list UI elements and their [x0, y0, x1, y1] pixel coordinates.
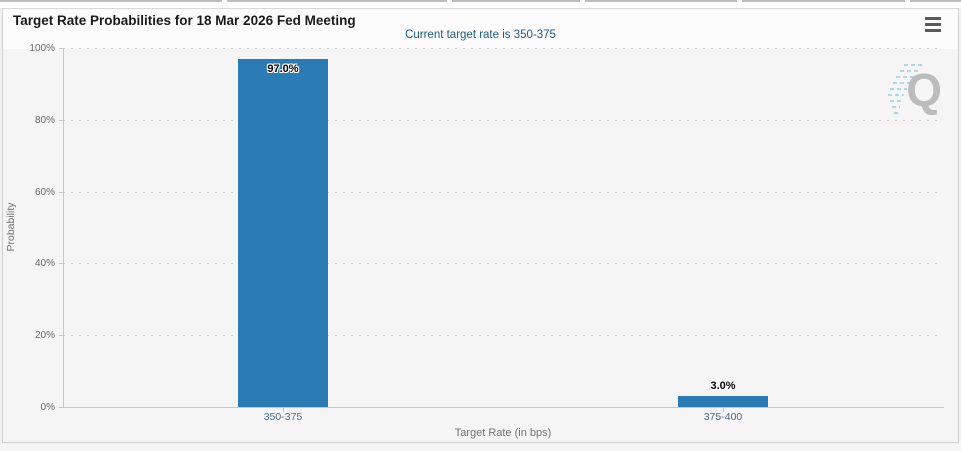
- y-axis-tick-label: 60%: [34, 186, 55, 198]
- plot-area: Probability Target Rate (in bps) 0% 20% 40…: [3, 9, 958, 442]
- x-axis-tick: [283, 408, 284, 412]
- y-axis-tick: [59, 335, 63, 337]
- y-axis-tick: [59, 263, 63, 265]
- y-axis-tick-label: 40%: [34, 258, 55, 270]
- fedwatch-chart-widget: Target Rate Probabilities for 18 Mar 202…: [2, 8, 959, 443]
- chart-subtitle: Current target rate is 350-375: [405, 29, 556, 41]
- y-axis-tick-label: 20%: [34, 330, 55, 342]
- y-axis-tick: [59, 407, 63, 408]
- y-axis-line: [63, 48, 64, 407]
- bar-value-label: 3.0%: [710, 380, 736, 393]
- bar-375-400[interactable]: [678, 396, 768, 407]
- logo-letter: Q: [906, 64, 942, 116]
- bar-350-375[interactable]: [238, 58, 328, 407]
- chart-title: Target Rate Probabilities for 18 Mar 202…: [13, 13, 356, 28]
- y-axis-tick: [59, 48, 63, 49]
- y-axis-tick: [59, 191, 63, 193]
- x-axis-category-label: 375-400: [703, 411, 743, 423]
- x-axis-title: Target Rate (in bps): [454, 427, 552, 439]
- y-axis-tick: [59, 119, 63, 121]
- x-axis-tick: [723, 408, 724, 412]
- chart-header: [3, 9, 958, 49]
- y-axis-title: Probability: [5, 202, 17, 252]
- y-axis-tick-label: 100%: [29, 43, 55, 54]
- x-axis-line: [63, 407, 944, 408]
- tab-strip-edge: [0, 0, 961, 2]
- hamburger-menu-icon[interactable]: [921, 14, 945, 34]
- gridline: [63, 48, 943, 49]
- logo-speedlines-icon: [888, 64, 922, 114]
- y-axis-tick-label: 80%: [34, 114, 55, 126]
- bottom-page-strip: [0, 443, 961, 451]
- gridline: [63, 335, 943, 337]
- x-axis-category-label: 350-375: [263, 411, 303, 423]
- bar-value-label: 97.0%: [267, 62, 299, 75]
- gridline: [63, 119, 943, 121]
- top-tab-strip: [0, 0, 961, 8]
- y-axis-tick-label: 0%: [40, 402, 55, 413]
- gridline: [63, 191, 943, 193]
- quikstrike-logo: Q: [888, 59, 944, 125]
- gridline: [63, 263, 943, 265]
